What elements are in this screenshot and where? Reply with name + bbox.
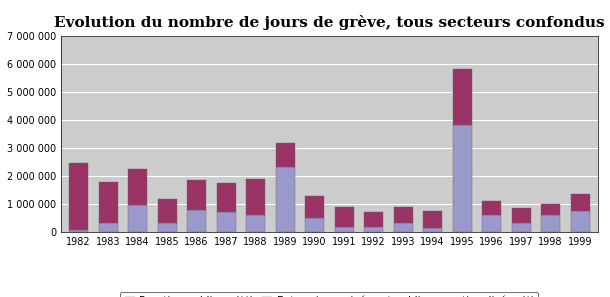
Bar: [69, 163, 88, 230]
Bar: [246, 215, 265, 232]
Bar: [541, 204, 560, 215]
Bar: [217, 183, 235, 212]
Bar: [99, 182, 118, 223]
Bar: [423, 211, 442, 228]
Bar: [217, 212, 235, 232]
Legend: Fonction publique (**), Entreprises privées et publiques nationalisées (*): Fonction publique (**), Entreprises priv…: [120, 292, 539, 297]
Bar: [99, 223, 118, 232]
Bar: [512, 208, 531, 223]
Bar: [453, 125, 472, 232]
Bar: [512, 223, 531, 232]
Bar: [276, 143, 295, 167]
Bar: [334, 228, 354, 232]
Bar: [570, 194, 590, 211]
Bar: [334, 207, 354, 228]
Bar: [393, 207, 413, 223]
Bar: [128, 169, 147, 205]
Bar: [305, 218, 325, 232]
Bar: [482, 201, 501, 215]
Bar: [187, 180, 206, 210]
Bar: [305, 196, 325, 218]
Bar: [541, 215, 560, 232]
Bar: [423, 228, 442, 232]
Bar: [246, 179, 265, 215]
Bar: [364, 227, 383, 232]
Bar: [570, 211, 590, 232]
Bar: [69, 230, 88, 232]
Bar: [364, 212, 383, 227]
Bar: [482, 215, 501, 232]
Bar: [393, 223, 413, 232]
Bar: [128, 205, 147, 232]
Bar: [453, 69, 472, 125]
Title: Evolution du nombre de jours de grève, tous secteurs confondus: Evolution du nombre de jours de grève, t…: [54, 15, 605, 30]
Bar: [187, 210, 206, 232]
Bar: [276, 167, 295, 232]
Bar: [157, 223, 177, 232]
Bar: [157, 200, 177, 223]
